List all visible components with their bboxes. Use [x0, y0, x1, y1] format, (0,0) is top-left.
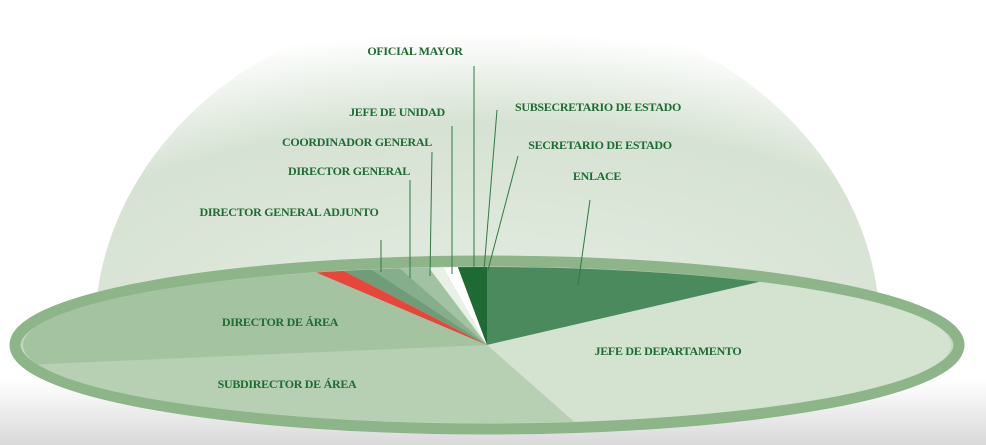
pie-slice	[316, 270, 487, 345]
slice-label: SECRETARIO DE ESTADO	[528, 138, 672, 152]
pie-slice	[400, 267, 487, 345]
slice-label: OFICIAL MAYOR	[367, 44, 463, 58]
slice-label: JEFE DE DEPARTAMENTO	[595, 344, 742, 358]
pie-slice	[487, 267, 760, 345]
pie-slice	[487, 281, 952, 422]
leader-line	[577, 199, 591, 286]
pie-slice	[37, 345, 574, 423]
pie-slice	[371, 268, 487, 345]
background-dome	[95, 0, 880, 330]
slice-label: SUBSECRETARIO DE ESTADO	[515, 100, 681, 114]
leader-line	[429, 151, 433, 277]
slice-label: COORDINADOR GENERAL	[282, 135, 432, 149]
slice-label: DIRECTOR GENERAL	[288, 164, 410, 178]
slice-label: SUBDIRECTOR DE ÁREA	[218, 377, 357, 391]
slice-label: ENLACE	[573, 169, 622, 183]
slice-label: DIRECTOR DE ÁREA	[222, 315, 339, 329]
pie-slice	[443, 267, 487, 345]
pie-slice	[343, 269, 487, 345]
slice-label: DIRECTOR GENERAL ADJUNTO	[199, 205, 378, 219]
pie-slice	[457, 267, 487, 345]
pie-slice	[23, 272, 488, 365]
slice-label: JEFE DE UNIDAD	[349, 105, 445, 119]
leader-line	[483, 109, 498, 271]
pie-slice	[428, 267, 487, 345]
leader-line	[487, 155, 519, 271]
